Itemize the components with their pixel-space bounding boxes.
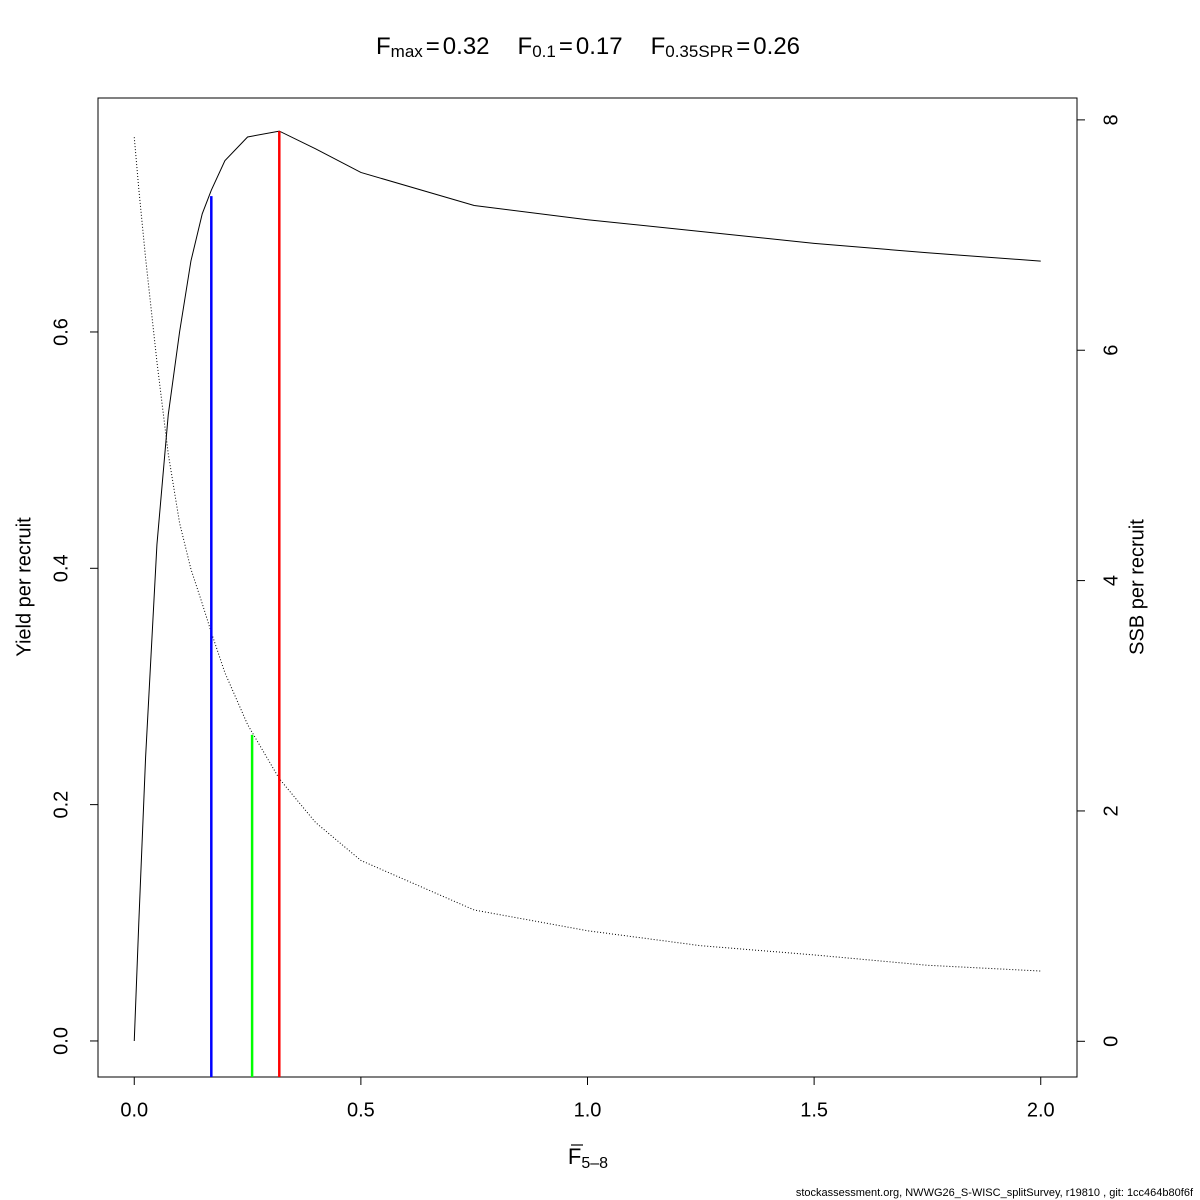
- y-tick-label: 0.6: [50, 318, 72, 346]
- y-tick-label: 0.4: [50, 554, 72, 582]
- title-equals: =: [426, 33, 440, 60]
- x-tick-label: 0.5: [347, 1099, 375, 1121]
- series-line: [133, 130, 1041, 1041]
- title-value: 0.32: [443, 33, 490, 60]
- x-tick-label: 0.0: [120, 1099, 148, 1121]
- title-equals: =: [559, 33, 573, 60]
- x-label-subscript: 5–8: [581, 1155, 608, 1172]
- y-axis-label: Yield per recruit: [13, 517, 35, 657]
- y-tick-label: 0.2: [50, 791, 72, 819]
- y2-tick-label: 6: [1100, 345, 1122, 356]
- x-tick-label: 1.0: [574, 1099, 602, 1121]
- title-equals: =: [736, 33, 750, 60]
- x-label-symbol: F: [568, 1144, 581, 1169]
- y2-axis-label: SSB per recruit: [1126, 519, 1148, 655]
- series-line: [133, 137, 1041, 972]
- title-subscript: 0.1: [532, 42, 556, 61]
- y2-tick-label: 2: [1100, 805, 1122, 816]
- title-subscript: max: [391, 42, 424, 61]
- y-tick-label: 0.0: [50, 1027, 72, 1055]
- title-value: 0.17: [576, 33, 623, 60]
- y2-tick-label: 8: [1100, 114, 1122, 125]
- title-symbol: F: [651, 33, 666, 60]
- x-tick-label: 1.5: [800, 1099, 828, 1121]
- footer: stockassessment.org, NWWG26_S-WISC_split…: [796, 1187, 1194, 1199]
- y2-tick-label: 4: [1100, 575, 1122, 586]
- title-value: 0.26: [753, 33, 800, 60]
- y2-tick-label: 0: [1100, 1036, 1122, 1047]
- chart-title: Fmax = 0.32 F0.1 = 0.17 F0.35SPR = 0.26: [376, 33, 800, 61]
- title-symbol: F: [518, 33, 533, 60]
- title-symbol: F: [376, 33, 391, 60]
- x-axis-label: F5–8: [568, 1144, 608, 1172]
- title-subscript: 0.35SPR: [665, 42, 733, 61]
- plot-frame: [97, 97, 1078, 1078]
- x-tick-label: 2.0: [1027, 1099, 1055, 1121]
